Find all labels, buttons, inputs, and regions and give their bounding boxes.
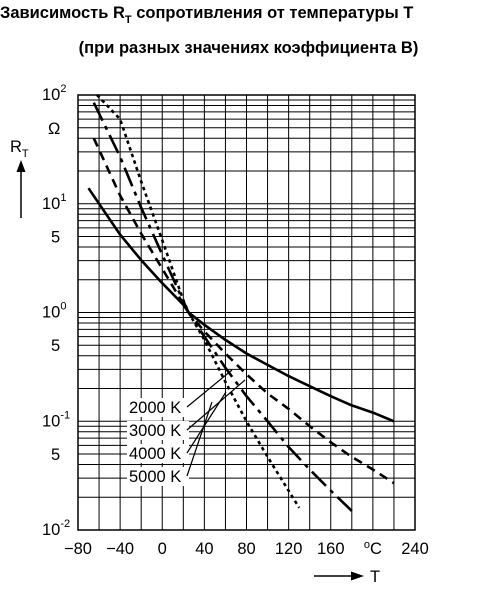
x-tick-label: 240 bbox=[401, 540, 429, 558]
legend-leader-3 bbox=[186, 391, 227, 454]
y-tick-label: 102 bbox=[42, 83, 66, 104]
x-tick-label: −80 bbox=[64, 540, 92, 558]
legend-label-bg bbox=[127, 398, 189, 417]
y-tick-label: 5 bbox=[51, 446, 60, 464]
y-tick-exp: 1 bbox=[60, 192, 66, 204]
legend-leader-4 bbox=[186, 401, 213, 477]
y-tick-exp: -1 bbox=[60, 409, 70, 421]
tick-labels: −80 −40 0 40 80 120 160 oC 2401021015100510-1510… bbox=[10, 83, 429, 586]
chart-title-prefix: Зависимость R bbox=[0, 4, 125, 22]
legend-leader-1 bbox=[186, 369, 233, 408]
chart-subtitle: (при разных значениях коэффициента B) bbox=[78, 39, 419, 57]
y-tick-label: 101 bbox=[42, 192, 66, 213]
y-axis-arrow-head bbox=[16, 160, 26, 172]
y-axis-label-main: R bbox=[10, 138, 22, 156]
chart-title-suffix: сопротивления от температуры T bbox=[131, 4, 414, 22]
legend-label-2: 3000 K bbox=[129, 422, 181, 440]
legend-label-4: 5000 K bbox=[129, 468, 181, 486]
legend-label-bg bbox=[127, 467, 189, 486]
y-tick-base: 10 bbox=[42, 195, 60, 213]
x-tick-label: 40 bbox=[195, 540, 213, 558]
x-tick-label: 160 bbox=[317, 540, 345, 558]
y-tick-exp: -2 bbox=[60, 518, 70, 530]
legend-label-bg bbox=[127, 444, 189, 463]
y-tick-base: 10 bbox=[42, 304, 60, 322]
x-axis-arrow-head bbox=[351, 571, 364, 581]
x-tick-label: 120 bbox=[275, 540, 303, 558]
y-tick-base: 10 bbox=[42, 521, 60, 539]
x-tick-label: oC bbox=[364, 539, 382, 558]
x-tick-label: 0 bbox=[158, 540, 167, 558]
legend-leader-2 bbox=[186, 379, 246, 431]
grid bbox=[77, 94, 416, 531]
y-tick-exp: 0 bbox=[60, 301, 66, 313]
y-tick-label: 5 bbox=[51, 337, 60, 355]
chart-title: Зависимость RT сопротивления от температ… bbox=[0, 4, 497, 26]
y-axis-label-sub: T bbox=[22, 148, 29, 160]
y-unit-label: Ω bbox=[48, 120, 60, 138]
y-axis-label: RT bbox=[10, 138, 29, 160]
y-tick-label: 10-2 bbox=[42, 518, 70, 539]
plot-frame bbox=[77, 94, 416, 531]
legend-label-1: 2000 K bbox=[129, 399, 181, 417]
chart-title-subscript: T bbox=[124, 14, 132, 26]
y-tick-label: 10-1 bbox=[42, 409, 70, 430]
x-tick-label: −40 bbox=[106, 540, 134, 558]
series-line-4 bbox=[96, 94, 301, 509]
series-line-1 bbox=[87, 187, 395, 423]
x-axis-label: T bbox=[370, 568, 380, 586]
series-layer bbox=[87, 94, 395, 512]
series-line-3 bbox=[92, 102, 353, 512]
y-tick-base: 10 bbox=[42, 86, 60, 104]
y-tick-label: 100 bbox=[42, 301, 66, 322]
legend-label-3: 4000 K bbox=[129, 445, 181, 463]
legend-label-bg bbox=[127, 421, 189, 440]
x-tick-label: 80 bbox=[237, 540, 255, 558]
degree-sign: o bbox=[364, 539, 370, 551]
series-line-2 bbox=[92, 137, 395, 485]
y-tick-exp: 2 bbox=[60, 83, 66, 95]
y-tick-base: 10 bbox=[42, 412, 60, 430]
y-tick-label: 5 bbox=[51, 228, 60, 246]
celsius-letter: C bbox=[370, 540, 382, 558]
legend-leaders: 2000 K 3000 K 4000 K 5000 K bbox=[127, 369, 246, 486]
